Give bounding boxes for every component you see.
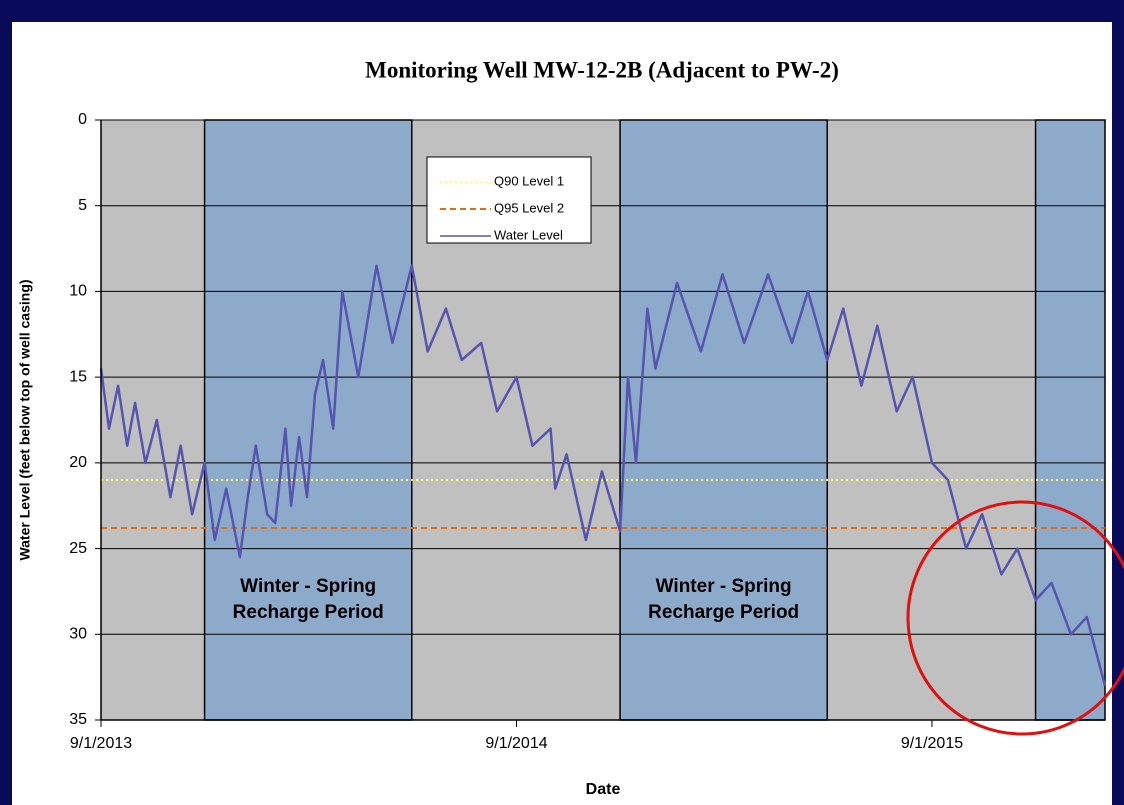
- legend-label: Water Level: [494, 227, 563, 242]
- x-tick-label: 9/1/2014: [485, 735, 547, 752]
- plot: 0 5 10 15 20 25 30 35 Winter - Spring Recharge Pe…: [69, 111, 1107, 752]
- chart-title: Monitoring Well MW-12-2B (Adjacent to PW…: [365, 57, 839, 82]
- y-tick-label: 20: [69, 454, 87, 471]
- highlight-circle: [906, 500, 1124, 736]
- region-label: Winter - Spring: [240, 576, 376, 597]
- y-tick-label: 5: [78, 197, 87, 214]
- water-level-line: [99, 264, 1107, 687]
- legend: Q90 Level 1 Q95 Level 2 Water Level: [426, 156, 592, 244]
- x-axis-label: Date: [586, 781, 621, 798]
- legend-label: Q90 Level 1: [494, 173, 564, 188]
- y-tick-label: 35: [69, 711, 87, 728]
- y-axis-label: Water Level (feet below top of well casi…: [17, 279, 33, 560]
- y-tick-label: 0: [78, 111, 87, 128]
- y-tick-label: 25: [69, 540, 87, 557]
- region-label: Recharge Period: [233, 602, 384, 623]
- region-label: Recharge Period: [648, 602, 799, 623]
- legend-box: [426, 156, 592, 244]
- region-label: Winter - Spring: [656, 576, 792, 597]
- recharge-period: [619, 119, 828, 721]
- y-tick-label: 30: [69, 626, 87, 643]
- recharge-period: [203, 119, 413, 721]
- x-tick-label: 9/1/2015: [901, 735, 963, 752]
- y-tick-label: 15: [69, 368, 87, 385]
- y-tick-label: 10: [69, 283, 87, 300]
- x-tick-label: 9/1/2013: [70, 735, 132, 752]
- legend-label: Q95 Level 2: [494, 200, 564, 215]
